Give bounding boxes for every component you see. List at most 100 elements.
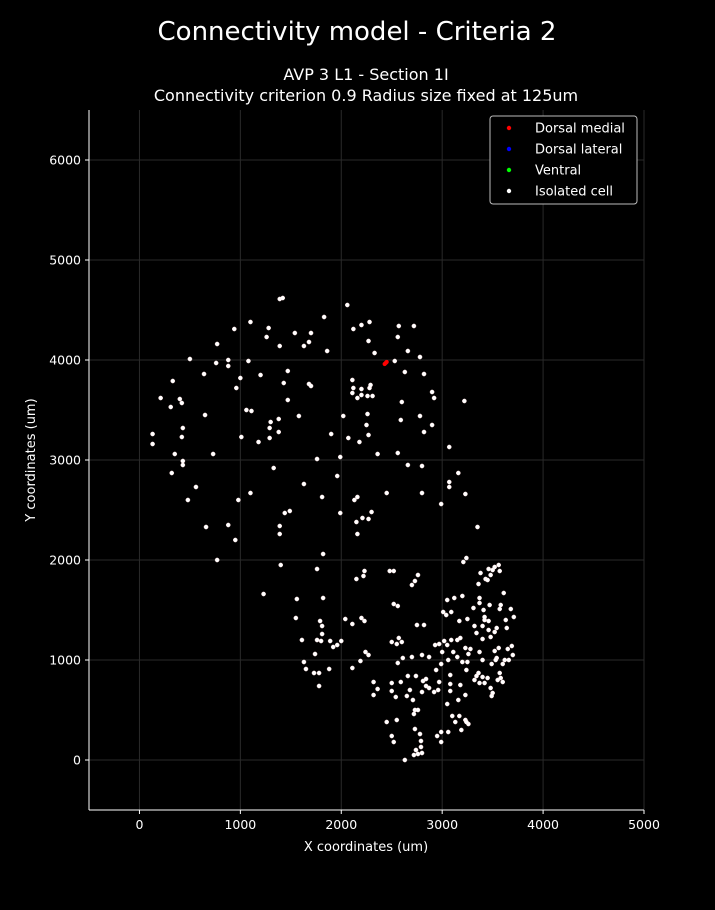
isolated-cell-point <box>271 465 276 471</box>
isolated-cell-point <box>457 713 462 719</box>
isolated-cell-point <box>393 694 399 700</box>
isolated-cell-point <box>320 551 326 557</box>
isolated-cell-point <box>489 661 494 667</box>
isolated-cell-point <box>455 654 460 660</box>
isolated-cell-point <box>308 383 314 389</box>
isolated-cell-point <box>311 670 317 676</box>
isolated-cell-point <box>292 330 298 336</box>
isolated-cell-point <box>375 686 380 692</box>
isolated-cell-point <box>168 404 174 410</box>
isolated-cell-point <box>354 576 359 582</box>
isolated-cell-point <box>468 646 473 652</box>
isolated-cell-point <box>389 733 395 739</box>
x-axis-label: X coordinates (um) <box>304 840 428 855</box>
isolated-cell-point <box>319 623 325 629</box>
isolated-cell-point <box>460 659 465 665</box>
isolated-cell-point <box>350 390 355 396</box>
isolated-cell-point <box>201 371 207 377</box>
isolated-cell-point <box>415 572 421 578</box>
isolated-cell-point <box>359 615 364 621</box>
isolated-cell-point <box>485 675 490 681</box>
isolated-cell-point <box>494 625 499 631</box>
isolated-cell-point <box>402 757 408 763</box>
isolated-cell-point <box>492 629 497 635</box>
isolated-cell-point <box>405 348 411 354</box>
isolated-cell-point <box>471 605 476 611</box>
isolated-cell-point <box>421 371 427 377</box>
isolated-cell-point <box>351 385 356 391</box>
isolated-cell-point <box>438 501 444 507</box>
isolated-cell-point <box>345 302 350 308</box>
isolated-cell-point <box>384 490 389 496</box>
isolated-cell-point <box>477 595 482 601</box>
isolated-cell-point <box>389 680 395 686</box>
isolated-cell-point <box>506 657 512 663</box>
y-axis-label: Y coordinates (um) <box>24 398 39 522</box>
isolated-cell-point <box>384 719 389 725</box>
isolated-cell-point <box>498 675 504 681</box>
x-tick-label: 1000 <box>224 817 256 832</box>
isolated-cell-point <box>474 630 479 636</box>
isolated-cell-point <box>405 673 411 679</box>
isolated-cell-point <box>277 343 283 349</box>
isolated-cell-point <box>417 413 423 419</box>
isolated-cell-point <box>372 350 377 356</box>
isolated-cell-point <box>488 685 493 691</box>
isolated-cell-point <box>363 649 368 655</box>
isolated-cell-point <box>233 537 238 543</box>
isolated-cell-point <box>485 577 490 583</box>
isolated-cell-point <box>359 322 364 328</box>
isolated-cell-point <box>180 425 186 431</box>
isolated-cell-point <box>477 649 482 655</box>
isolated-cell-point <box>463 491 468 497</box>
isolated-cell-point <box>463 692 468 698</box>
isolated-cell-point <box>172 451 178 457</box>
isolated-cell-point <box>492 564 497 570</box>
isolated-cell-point <box>477 680 482 686</box>
isolated-cell-point <box>244 407 249 413</box>
y-ticks: 0 1000 2000 3000 4000 5000 6000 <box>49 153 89 768</box>
isolated-cell-point <box>445 729 451 735</box>
isolated-cell-point <box>170 378 176 384</box>
isolated-cell-point <box>351 326 356 332</box>
isolated-cell-point <box>278 562 284 568</box>
isolated-cell-point <box>248 319 253 325</box>
isolated-cell-point <box>337 510 343 516</box>
isolated-cell-point <box>398 679 404 685</box>
isolated-cell-point <box>320 595 326 601</box>
isolated-cell-point <box>395 334 401 340</box>
isolated-cell-point <box>321 314 327 320</box>
isolated-cell-point <box>464 667 469 673</box>
isolated-cell-point <box>411 752 417 758</box>
isolated-cell-point <box>466 651 471 657</box>
isolated-cell-point <box>234 385 239 391</box>
isolated-cell-point <box>399 399 405 405</box>
isolated-cell-point <box>456 697 461 703</box>
isolated-cell-point <box>407 687 413 693</box>
isolated-cell-point <box>446 484 452 490</box>
isolated-cell-point <box>396 635 402 641</box>
isolated-cell-point <box>449 713 455 719</box>
isolated-cell-point <box>444 642 450 648</box>
isolated-cell-point <box>177 396 183 402</box>
isolated-cell-point <box>225 522 231 528</box>
isolated-cell-point <box>436 641 442 647</box>
isolated-cell-point <box>438 729 444 735</box>
x-ticks: 0 1000 2000 3000 4000 5000 <box>135 810 660 832</box>
isolated-cell-point <box>391 601 397 607</box>
isolated-cell-point <box>482 614 487 620</box>
isolated-cell-point <box>316 670 322 676</box>
isolated-cell-point <box>447 688 453 694</box>
isolated-cell-point <box>464 719 469 725</box>
isolated-cell-point <box>316 683 322 689</box>
isolated-cell-point <box>337 454 343 460</box>
isolated-cell-point <box>488 634 493 640</box>
isolated-cell-point <box>301 659 307 665</box>
isolated-cell-point <box>419 490 425 496</box>
isolated-cell-point <box>358 658 363 664</box>
isolated-cell-point <box>452 719 458 725</box>
isolated-cell-point <box>411 323 417 329</box>
isolated-cell-point <box>417 731 423 737</box>
isolated-cell-point <box>446 479 452 485</box>
isolated-cell-point <box>504 625 510 631</box>
